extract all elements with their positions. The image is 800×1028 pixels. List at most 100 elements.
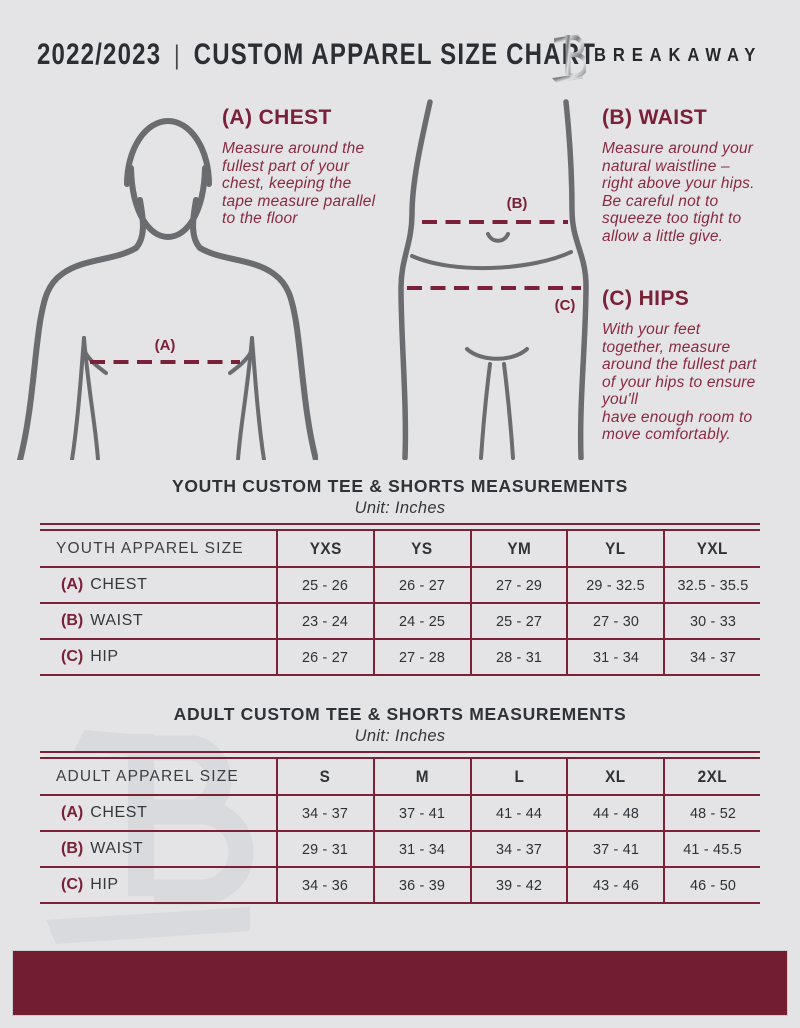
title-divider: | xyxy=(174,39,181,70)
measurement-value: 36 - 39 xyxy=(399,876,446,894)
measurement-value: 27 - 30 xyxy=(592,612,639,630)
youth-table-title: YOUTH CUSTOM TEE & SHORTS MEASUREMENTS xyxy=(171,476,629,496)
value-cell: 23 - 24 xyxy=(276,604,373,638)
table-row: (B) WAIST 29 - 31 31 - 34 34 - 37 37 - 41 41 -… xyxy=(40,832,760,868)
measurement-value: 41 - 45.5 xyxy=(683,840,742,858)
value-cell: 28 - 31 xyxy=(469,640,567,674)
table-row: (C) HIP 26 - 27 27 - 28 28 - 31 31 - 34 34 - 3… xyxy=(40,640,760,676)
value-cell: 46 - 50 xyxy=(663,868,760,902)
measurement-value: 34 - 37 xyxy=(689,648,736,666)
page-title: 2022/2023 | CUSTOM APPAREL SIZE CHART xyxy=(37,38,596,72)
value-cell: 31 - 34 xyxy=(566,640,663,674)
header-label: YXS xyxy=(309,538,342,558)
measurement-value: 30 - 33 xyxy=(689,612,736,630)
measurement-value: 48 - 52 xyxy=(689,804,736,822)
chest-heading: (A) CHEST xyxy=(222,106,332,129)
size-column-header-cell: YM xyxy=(469,531,567,566)
row-label: CHEST xyxy=(90,576,148,593)
measurement-value: 39 - 42 xyxy=(495,876,543,894)
chest-marker-label: (A) xyxy=(155,337,176,354)
measurement-value: 27 - 29 xyxy=(495,576,543,594)
value-cell: 48 - 52 xyxy=(663,796,760,830)
page-title-text: CUSTOM APPAREL SIZE CHART xyxy=(193,38,597,71)
measurement-value: 34 - 36 xyxy=(302,876,349,894)
measurement-value: 26 - 27 xyxy=(399,576,446,594)
measurement-value: 46 - 50 xyxy=(689,876,736,894)
breakaway-b-logo-icon xyxy=(552,34,586,83)
season-year: 2022/2023 xyxy=(37,38,162,71)
adult-size-table: ADULT APPAREL SIZE S M L XL 2XL (A) CHEST 34 - 3… xyxy=(40,751,760,904)
row-marker-label: (A) xyxy=(61,804,84,821)
row-marker-label: (A) xyxy=(61,576,84,593)
value-cell: 39 - 42 xyxy=(469,868,567,902)
table-top-rule xyxy=(40,751,760,759)
row-marker-label: (C) xyxy=(61,648,84,665)
value-cell: 24 - 25 xyxy=(372,604,470,638)
hips-guide: (C) HIPS With your feet together, measur… xyxy=(602,287,797,444)
value-cell: 37 - 41 xyxy=(372,796,470,830)
value-cell: 37 - 41 xyxy=(566,832,663,866)
value-cell: 34 - 37 xyxy=(276,796,373,830)
value-cell: 36 - 39 xyxy=(372,868,470,902)
size-column-header-cell: YL xyxy=(566,531,663,566)
waist-instructions: Measure around your natural waistline – … xyxy=(602,140,755,245)
table-row: (C) HIP 34 - 36 36 - 39 39 - 42 43 - 46 46 - 5… xyxy=(40,868,760,904)
value-cell: 26 - 27 xyxy=(372,568,470,602)
measurement-value: 25 - 27 xyxy=(495,612,543,630)
row-label-cell: (A) CHEST xyxy=(40,568,276,602)
waist-heading: (B) WAIST xyxy=(602,106,708,129)
chest-instructions: Measure around the fullest part of your … xyxy=(222,140,376,227)
value-cell: 25 - 27 xyxy=(469,604,567,638)
row-label-cell: (A) CHEST xyxy=(40,796,276,830)
measurement-value: 41 - 44 xyxy=(495,804,543,822)
value-cell: 34 - 37 xyxy=(663,640,760,674)
size-column-header-cell: YXS xyxy=(276,531,373,566)
row-label-cell: (B) WAIST xyxy=(40,604,276,638)
waist-guide: (B) WAIST Measure around your natural wa… xyxy=(602,106,797,245)
row-label: CHEST xyxy=(90,804,148,821)
value-cell: 41 - 44 xyxy=(469,796,567,830)
size-column-header-cell: XL xyxy=(566,759,663,794)
row-label: HIP xyxy=(90,648,119,665)
table-row: (A) CHEST 25 - 26 26 - 27 27 - 29 29 - 32.5 32… xyxy=(40,568,760,604)
waist-marker-label: (B) xyxy=(507,195,528,212)
adult-table-unit: Unit: Inches xyxy=(354,727,446,745)
size-column-header-cell: L xyxy=(469,759,567,794)
measurement-value: 29 - 31 xyxy=(302,840,349,858)
value-cell: 41 - 45.5 xyxy=(663,832,760,866)
value-cell: 34 - 37 xyxy=(469,832,567,866)
header-label: L xyxy=(514,766,524,786)
row-label: WAIST xyxy=(90,612,144,629)
row-label: HIP xyxy=(90,876,119,893)
value-cell: 30 - 33 xyxy=(663,604,760,638)
value-cell: 32.5 - 35.5 xyxy=(663,568,760,602)
measurement-value: 26 - 27 xyxy=(302,648,349,666)
header-label: XL xyxy=(605,766,627,786)
header-label: YM xyxy=(507,538,531,558)
size-column-header-cell: 2XL xyxy=(663,759,760,794)
table-header-row: ADULT APPAREL SIZE S M L XL 2XL xyxy=(40,759,760,796)
chest-guide: (A) CHEST Measure around the fullest par… xyxy=(222,106,412,228)
measurement-value: 32.5 - 35.5 xyxy=(677,576,749,594)
table-row: (A) CHEST 34 - 37 37 - 41 41 - 44 44 - 48 48 -… xyxy=(40,796,760,832)
table-corner-header-cell: ADULT APPAREL SIZE xyxy=(40,759,276,794)
measurement-value: 25 - 26 xyxy=(302,576,349,594)
value-cell: 43 - 46 xyxy=(566,868,663,902)
value-cell: 27 - 28 xyxy=(372,640,470,674)
header-label: YOUTH APPAREL SIZE xyxy=(56,539,244,557)
hip-marker-label: (C) xyxy=(555,297,576,314)
hips-heading: (C) HIPS xyxy=(602,287,690,310)
measurement-value: 34 - 37 xyxy=(302,804,349,822)
measurement-value: 23 - 24 xyxy=(302,612,349,630)
header-label: S xyxy=(320,766,331,786)
youth-size-table: YOUTH APPAREL SIZE YXS YS YM YL YXL (A) CHEST 25… xyxy=(40,523,760,676)
value-cell: 44 - 48 xyxy=(566,796,663,830)
row-marker-label: (B) xyxy=(61,840,84,857)
row-label-cell: (C) HIP xyxy=(40,868,276,902)
chest-measurement-figure-icon: (A) xyxy=(17,118,318,460)
measurement-value: 29 - 32.5 xyxy=(586,576,646,594)
header-label: YL xyxy=(605,538,627,558)
measurement-value: 37 - 41 xyxy=(592,840,639,858)
brand-wordmark: BREAKAWAY xyxy=(594,45,763,65)
